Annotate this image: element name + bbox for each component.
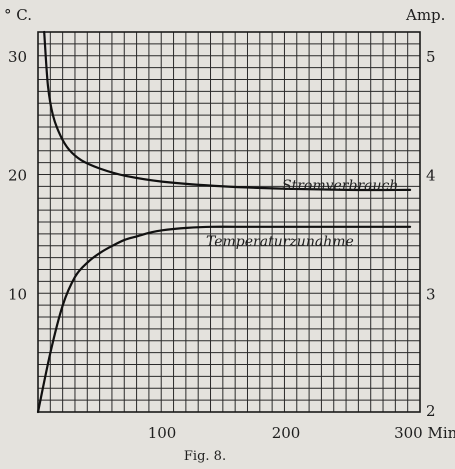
right-axis-tick-label: 5 xyxy=(426,48,436,66)
series-label-temperaturzunahme: Temperaturzunahme xyxy=(206,234,354,250)
figure-caption: Fig. 8. xyxy=(184,449,226,464)
series-layer xyxy=(36,30,412,414)
x-axis-tick-label: 200 xyxy=(272,424,301,442)
left-axis-tick-label: 20 xyxy=(8,167,27,185)
right-axis-tick-label: 2 xyxy=(426,402,436,420)
right-axis-tick-label: 3 xyxy=(426,285,436,303)
series-line-stromverbrauch xyxy=(43,30,412,192)
chart-grid xyxy=(37,31,421,413)
series-label-stromverbrauch: Stromverbrauch xyxy=(282,178,398,194)
right-axis-tick-label: 4 xyxy=(426,167,436,185)
x-axis-tick-label: 300 Min. xyxy=(394,424,455,442)
series-line-temperaturzunahme xyxy=(36,225,412,414)
x-axis-tick-label: 100 xyxy=(148,424,177,442)
right-axis-unit-label: Amp. xyxy=(405,6,445,24)
left-axis-tick-label: 10 xyxy=(8,285,27,303)
left-axis-tick-label: 30 xyxy=(8,48,27,66)
plot-frame xyxy=(37,31,421,413)
left-axis-unit-label: ° C. xyxy=(4,6,32,24)
tick-labels: 10 20 30 2 3 4 5 100 200 300 Min. xyxy=(8,48,455,442)
